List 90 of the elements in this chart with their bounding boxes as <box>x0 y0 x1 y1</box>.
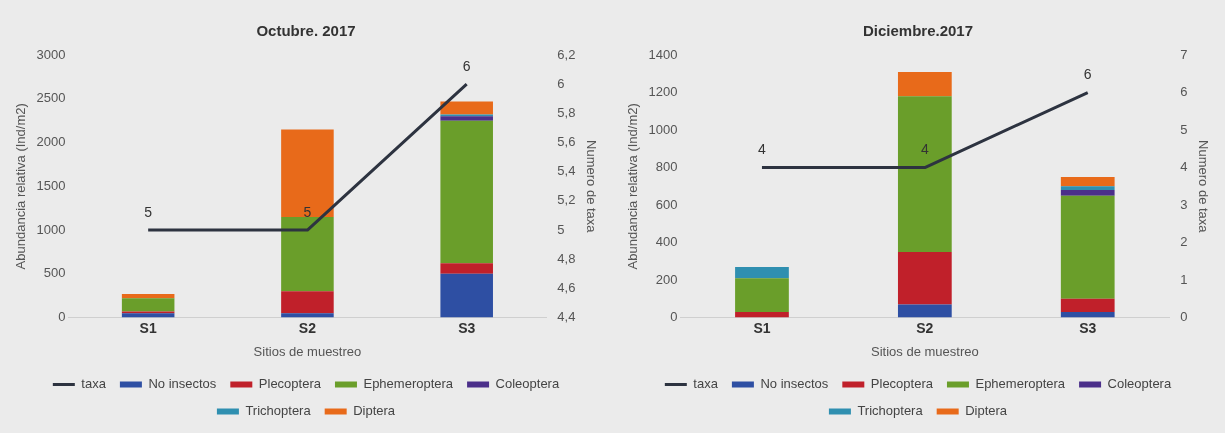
x-tick-label: S1 <box>139 319 157 336</box>
y-tick-label: 600 <box>655 196 678 212</box>
bar <box>121 293 175 299</box>
chart-title: Diciembre.2017 <box>862 22 974 40</box>
legend-label: Trichoptera <box>245 403 312 419</box>
legend-label: Diptera <box>353 403 396 419</box>
bar <box>440 116 493 121</box>
y2-tick-label: 5,8 <box>557 104 576 120</box>
legend-label: Coleoptera <box>495 376 560 392</box>
x-tick-label: S2 <box>298 319 317 336</box>
y-tick-label: 1000 <box>648 121 678 137</box>
chart-title: Octubre. 2017 <box>256 22 356 40</box>
legend-label: No insectos <box>760 376 829 392</box>
bar <box>281 291 334 314</box>
data-label: 4 <box>920 141 929 158</box>
y-tick-label: 1200 <box>648 84 678 100</box>
bar <box>897 71 952 97</box>
x-axis-title: Sitios de muestreo <box>871 343 979 359</box>
y2-tick-label: 6,2 <box>557 46 576 62</box>
x-tick-label: S3 <box>1079 319 1097 336</box>
bar <box>281 129 334 217</box>
y-tick-label: 1000 <box>36 221 66 237</box>
bar <box>1060 195 1115 299</box>
y2-tick-label: 5 <box>557 221 565 237</box>
bar <box>440 273 493 318</box>
legend-label: Diptera <box>965 403 1008 419</box>
bar <box>281 313 334 318</box>
y2-tick-label: 1 <box>1180 271 1188 287</box>
bar <box>440 101 493 115</box>
legend-label: Ephemeroptera <box>975 376 1066 392</box>
legend-label: Coleoptera <box>1107 376 1172 392</box>
data-label: 4 <box>758 141 767 158</box>
bar <box>440 120 493 264</box>
bar <box>281 216 334 292</box>
y2-axis-title: Numero de taxa <box>583 140 599 234</box>
y-tick-label: 0 <box>58 309 66 325</box>
bar <box>121 298 175 312</box>
y-axis-title: Abundancia relativa (Ind/m2) <box>13 103 29 270</box>
legend-label: Trichoptera <box>857 403 924 419</box>
bar <box>1060 298 1115 312</box>
bar <box>1060 186 1115 191</box>
bar <box>897 304 952 318</box>
bar <box>440 263 493 274</box>
y2-tick-label: 0 <box>1180 309 1188 325</box>
x-tick-label: S2 <box>916 319 934 336</box>
y-tick-label: 500 <box>43 265 66 281</box>
y2-tick-label: 4,8 <box>557 250 576 266</box>
y2-tick-label: 6 <box>557 75 565 91</box>
y2-tick-label: 4 <box>1180 159 1188 175</box>
y2-tick-label: 4,4 <box>557 309 576 325</box>
y2-tick-label: 2 <box>1180 234 1188 250</box>
bar <box>1060 190 1115 196</box>
y-tick-label: 2000 <box>36 134 66 150</box>
y2-tick-label: 6 <box>1180 84 1188 100</box>
x-tick-label: S1 <box>753 319 771 336</box>
x-tick-label: S3 <box>458 319 476 336</box>
legend-label: taxa <box>693 376 719 392</box>
legend-label: taxa <box>81 376 107 392</box>
y-tick-label: 1400 <box>648 46 678 62</box>
legend-label: Plecoptera <box>258 376 322 392</box>
x-axis-title: Sitios de muestreo <box>253 343 362 359</box>
y2-tick-label: 5,4 <box>557 163 576 179</box>
data-label: 5 <box>303 203 312 220</box>
y-tick-label: 200 <box>655 271 678 287</box>
bar <box>1060 176 1115 187</box>
bar <box>897 96 952 252</box>
y2-tick-label: 7 <box>1180 46 1188 62</box>
y2-tick-label: 3 <box>1180 196 1188 212</box>
data-label: 5 <box>144 203 153 220</box>
y-tick-label: 400 <box>655 234 678 250</box>
y2-tick-label: 5,2 <box>557 192 576 208</box>
y-tick-label: 0 <box>670 309 678 325</box>
y2-tick-label: 4,6 <box>557 280 576 295</box>
y-tick-label: 3000 <box>36 46 66 62</box>
y-tick-label: 1500 <box>36 177 66 193</box>
y2-tick-label: 5,6 <box>557 134 576 150</box>
bar <box>735 266 789 279</box>
y-axis-title: Abundancia relativa (Ind/m2) <box>625 103 641 270</box>
bar <box>735 278 789 312</box>
y2-tick-label: 5 <box>1180 121 1188 137</box>
legend-label: No insectos <box>148 376 217 392</box>
legend-label: Plecoptera <box>870 376 934 392</box>
legend-label: Ephemeroptera <box>363 376 454 392</box>
y-tick-label: 800 <box>655 159 678 175</box>
bar <box>121 313 175 318</box>
y-tick-label: 2500 <box>36 90 66 106</box>
y2-axis-title: Numero de taxa <box>1195 140 1211 234</box>
data-label: 6 <box>1083 66 1092 83</box>
bar <box>897 251 952 305</box>
data-label: 6 <box>462 58 471 75</box>
